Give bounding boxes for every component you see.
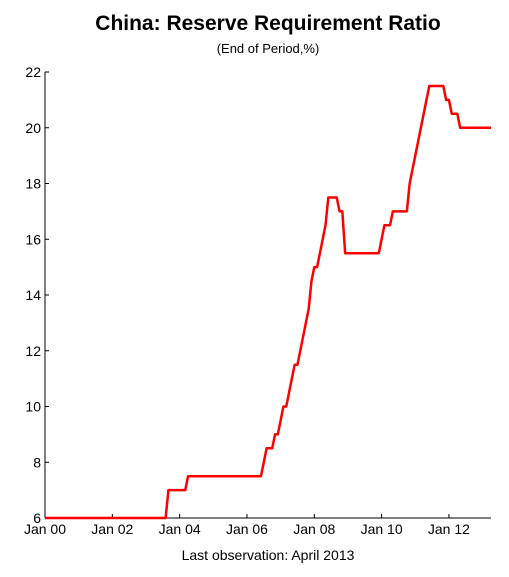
y-tick-label: 20 bbox=[25, 120, 41, 136]
chart-subtitle: (End of Period,%) bbox=[217, 41, 320, 56]
x-tick-label: Jan 00 bbox=[24, 521, 66, 537]
x-tick-label: Jan 08 bbox=[293, 521, 335, 537]
x-tick-label: Jan 04 bbox=[159, 521, 201, 537]
data-line bbox=[45, 84, 491, 520]
y-tick-label: 18 bbox=[25, 176, 41, 192]
y-tick-label: 8 bbox=[33, 454, 41, 470]
x-tick-label: Jan 10 bbox=[361, 521, 403, 537]
y-tick-label: 16 bbox=[25, 231, 41, 247]
y-tick-label: 12 bbox=[25, 343, 41, 359]
y-tick-label: 6 bbox=[33, 510, 41, 526]
x-tick-label: Jan 12 bbox=[428, 521, 470, 537]
x-tick-label: Jan 02 bbox=[91, 521, 133, 537]
chart-title: China: Reserve Requirement Ratio bbox=[95, 12, 440, 35]
x-tick-label: Jan 06 bbox=[226, 521, 268, 537]
footnote: Last observation: April 2013 bbox=[182, 547, 355, 563]
y-tick-label: 14 bbox=[25, 287, 41, 303]
y-tick-label: 22 bbox=[25, 64, 41, 80]
y-tick-label: 10 bbox=[25, 399, 41, 415]
